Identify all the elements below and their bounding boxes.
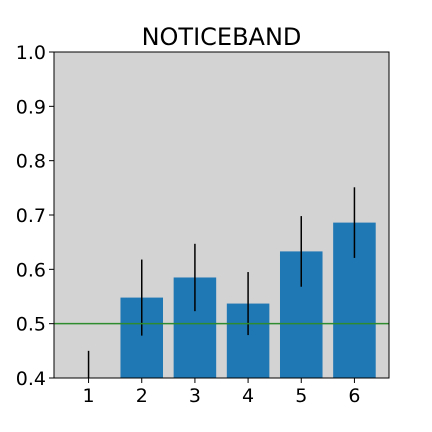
y-tick-label: 0.4 (16, 368, 46, 390)
x-tick-label: 4 (242, 385, 254, 407)
y-tick-label: 0.7 (16, 205, 46, 227)
x-tick-label: 3 (189, 385, 201, 407)
chart-title: NOTICEBAND (142, 23, 302, 51)
y-tick-label: 0.8 (16, 151, 46, 173)
x-tick-label: 5 (295, 385, 307, 407)
x-tick-label: 6 (348, 385, 360, 407)
y-tick-label: 0.6 (16, 259, 46, 281)
y-tick-label: 0.5 (16, 314, 46, 336)
y-tick-label: 1.0 (16, 42, 46, 64)
error-bars-layer (87, 187, 356, 378)
x-tick-label: 1 (83, 385, 95, 407)
x-axis: 1 2 3 4 5 6 (83, 378, 360, 407)
x-tick-label: 2 (136, 385, 148, 407)
y-tick-label: 0.9 (16, 96, 46, 118)
y-axis: 0.4 0.5 0.6 0.7 0.8 0.9 1.0 (16, 42, 54, 390)
